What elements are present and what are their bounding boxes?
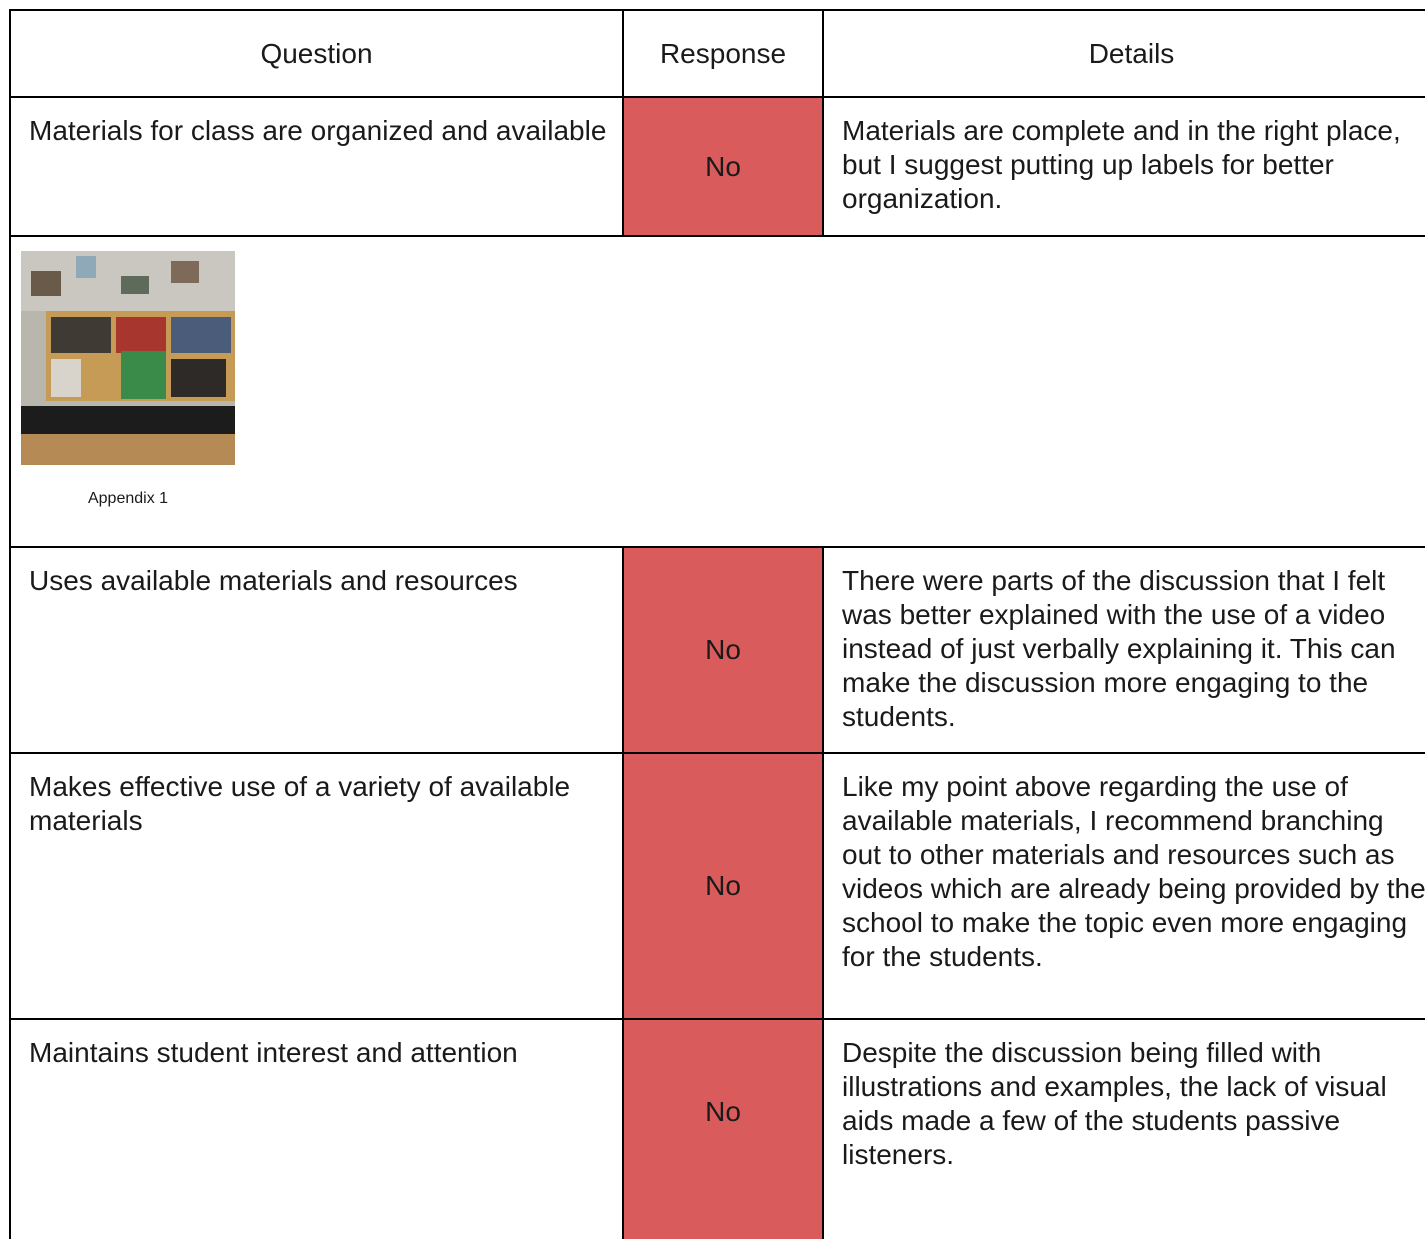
question: Uses available materials and resources <box>9 546 624 754</box>
review-table: Question Response Details Materials for … <box>9 9 1425 1239</box>
details: Materials are complete and in the right … <box>822 96 1425 237</box>
page: Question Response Details Materials for … <box>9 9 1425 1239</box>
image-cell: Appendix 1 <box>9 235 1425 548</box>
response: No <box>622 96 824 237</box>
response: No <box>622 546 824 754</box>
appendix-image <box>21 251 236 465</box>
row: Maintains student interest and attention… <box>9 1018 1425 1239</box>
details: Despite the discussion being filled with… <box>822 1018 1425 1239</box>
header-cell: Question <box>9 9 624 98</box>
question: Materials for class are organized and av… <box>9 96 624 237</box>
question: Makes effective use of a variety of avai… <box>9 752 624 1020</box>
header-cell: Details <box>822 9 1425 98</box>
row: Materials for class are organized and av… <box>9 96 1425 237</box>
row: Uses available materials and resources N… <box>9 546 1425 754</box>
header-cell: Response <box>622 9 824 98</box>
image-caption: Appendix 1 <box>87 490 169 507</box>
header-row: Question Response Details <box>9 9 1425 98</box>
image-row: Appendix 1 <box>9 235 1425 548</box>
details: There were parts of the discussion that … <box>822 546 1425 754</box>
response: No <box>622 752 824 1020</box>
row: Makes effective use of a variety of avai… <box>9 752 1425 1020</box>
details: Like my point above regarding the use of… <box>822 752 1425 1020</box>
question: Maintains student interest and attention <box>9 1018 624 1239</box>
response: No <box>622 1018 824 1239</box>
